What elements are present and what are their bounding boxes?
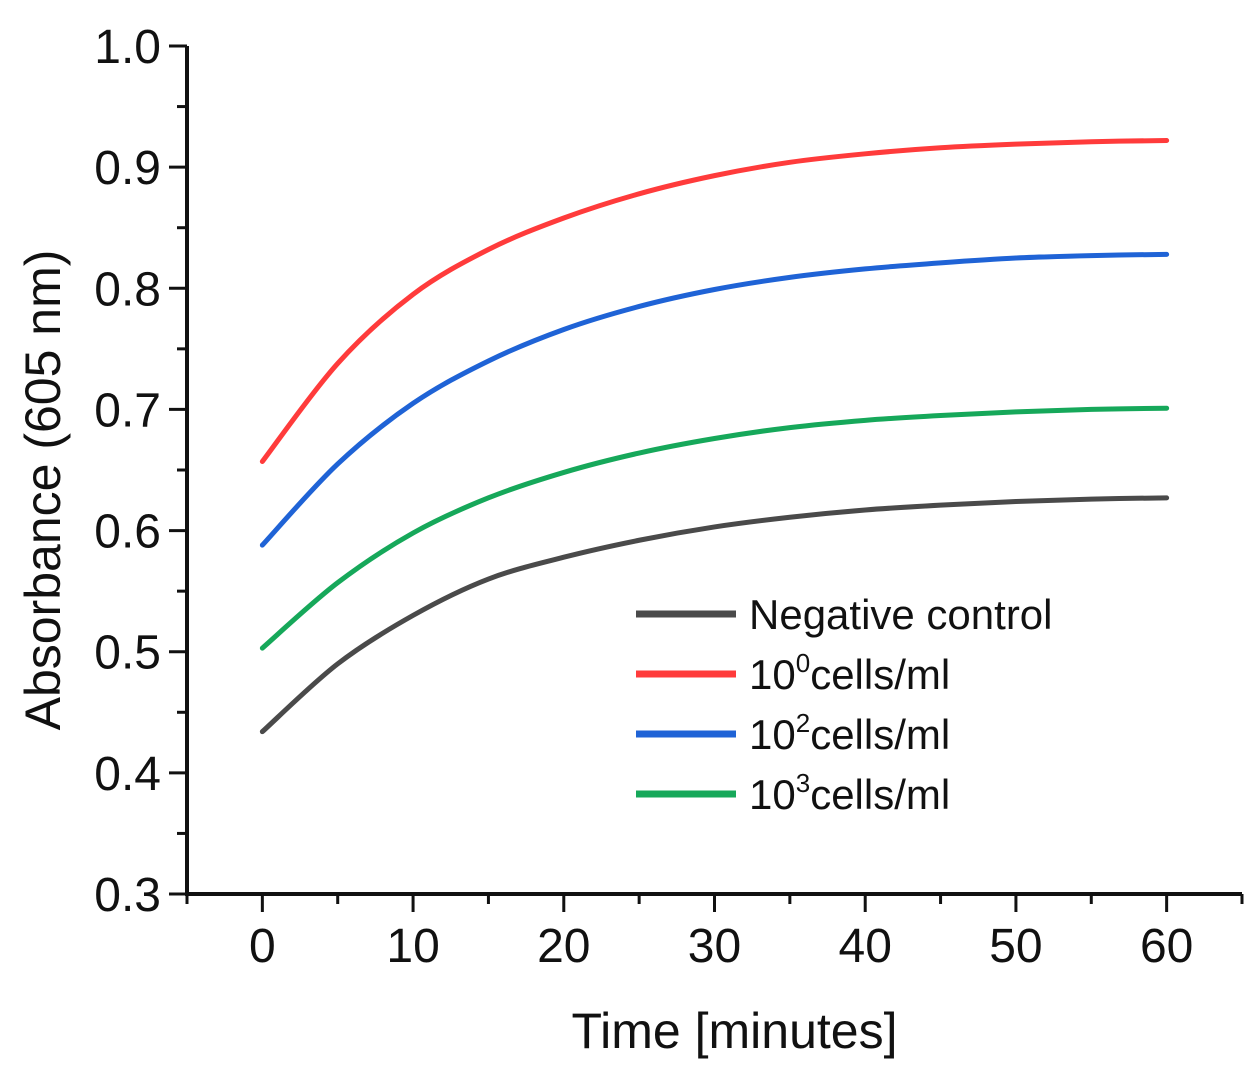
x-tick-label: 10 (386, 920, 439, 973)
legend-label-superscript: 3 (796, 768, 810, 798)
y-tick-label: 0.5 (94, 627, 161, 680)
y-tick-label: 0.8 (94, 263, 161, 316)
y-tick-label: 0.9 (94, 142, 161, 195)
x-ticks: 0 10 20 30 40 50 60 (185, 894, 1244, 973)
y-tick-label: 0.4 (94, 748, 161, 801)
legend-label-1: 100cells/ml (749, 648, 950, 698)
legend-label-base: 10 (749, 711, 796, 758)
series-line-3 (259, 405, 1170, 651)
x-tick-label: 30 (688, 920, 741, 973)
series-line-1 (259, 137, 1170, 465)
legend-label-suffix: cells/ml (810, 711, 950, 758)
legend-label-3: 103cells/ml (749, 768, 950, 818)
series-line-2 (259, 251, 1170, 548)
legend-label-superscript: 2 (796, 708, 810, 738)
legend-label-suffix: cells/ml (810, 771, 950, 818)
x-tick-label: 0 (249, 920, 276, 973)
x-tick-label: 60 (1140, 920, 1193, 973)
x-tick-label: 20 (537, 920, 590, 973)
legend-label-base: 10 (749, 651, 796, 698)
x-tick-label: 40 (839, 920, 892, 973)
series-line-0 (259, 495, 1170, 735)
x-tick-label: 50 (989, 920, 1042, 973)
y-tick-label: 0.6 (94, 506, 161, 559)
legend-label-2: 102cells/ml (749, 708, 950, 758)
legend-label-suffix: cells/ml (810, 651, 950, 698)
y-tick-label: 0.7 (94, 384, 161, 437)
y-ticks: 0.3 0.4 0.5 0.6 0.7 0.8 0.9 1.0 (94, 21, 187, 922)
y-tick-label: 0.3 (94, 869, 161, 922)
legend-label-0: Negative control (749, 591, 1053, 638)
y-tick-label: 1.0 (94, 21, 161, 74)
legend-label-base: Negative control (749, 591, 1053, 638)
legend-label-superscript: 0 (796, 648, 810, 678)
y-axis-title: Absorbance (605 nm) (15, 250, 71, 731)
legend-label-base: 10 (749, 771, 796, 818)
legend: Negative control100cells/ml102cells/ml10… (636, 591, 1053, 818)
series-lines (259, 137, 1170, 735)
x-axis-title: Time [minutes] (571, 1003, 897, 1059)
